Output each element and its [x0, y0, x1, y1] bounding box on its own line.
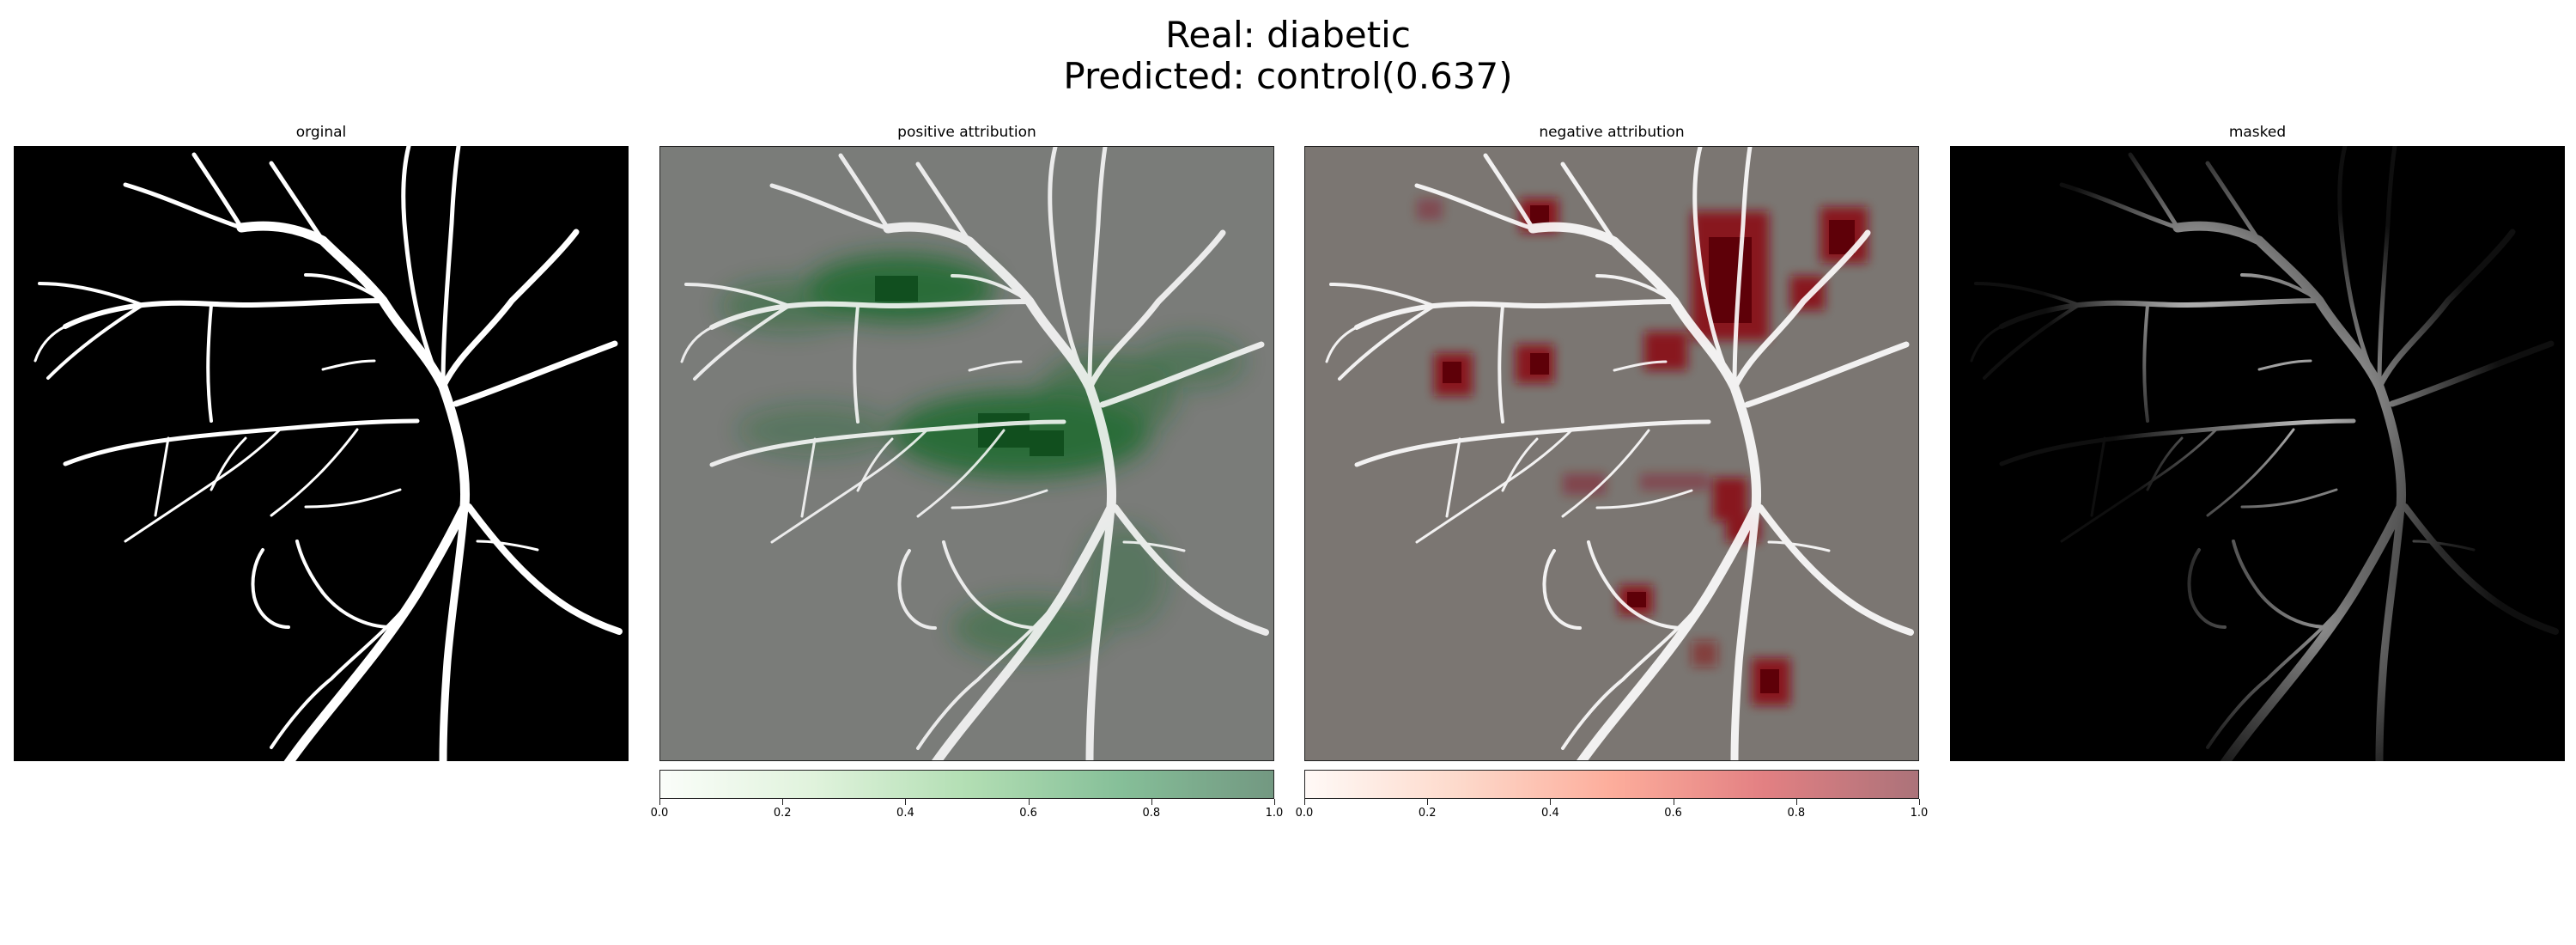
positive-colorbar-tick-label: 0.6: [1019, 807, 1037, 820]
negative-colorbar: [1304, 770, 1919, 799]
negative-colorbar-tick-label: 0.2: [1418, 807, 1437, 820]
masked-image: [1950, 146, 2565, 761]
positive-colorbar-tick-mark: [659, 799, 660, 805]
masked-image-panel: [1950, 146, 2565, 761]
positive-colorbar-tick-label: 1.0: [1265, 807, 1284, 820]
original-image: [14, 146, 629, 761]
positive-attribution-image: [660, 147, 1273, 760]
negative-colorbar-tick-label: 0.0: [1295, 807, 1314, 820]
negative-colorbar-tick-mark: [1919, 799, 1920, 805]
original-image-panel: [14, 146, 629, 761]
negative-colorbar-tick-mark: [1427, 799, 1429, 805]
positive-colorbar: [659, 770, 1274, 799]
positive-colorbar-tick-label: 0.0: [650, 807, 669, 820]
positive-colorbar-tick-label: 0.2: [773, 807, 792, 820]
positive-colorbar-tick-mark: [1274, 799, 1275, 805]
negative-attribution-panel: [1304, 146, 1919, 761]
panel-title-masked: masked: [2228, 124, 2287, 141]
panel-title-positive: positive attribution: [897, 124, 1036, 141]
negative-colorbar-tick-mark: [1550, 799, 1552, 805]
panel-title-original: orginal: [295, 124, 347, 141]
negative-colorbar-tick-mark: [1795, 799, 1797, 805]
positive-colorbar-tick-mark: [905, 799, 907, 805]
figure-title-predicted: Predicted: control(0.637): [1063, 55, 1513, 97]
negative-colorbar-tick-label: 1.0: [1910, 807, 1929, 820]
figure-title-real: Real: diabetic: [1165, 14, 1411, 56]
positive-attribution-panel: [659, 146, 1274, 761]
negative-attribution-image: [1305, 147, 1918, 760]
negative-colorbar-tick-label: 0.8: [1787, 807, 1806, 820]
panel-title-negative: negative attribution: [1539, 124, 1685, 141]
positive-colorbar-tick-mark: [782, 799, 784, 805]
negative-colorbar-tick-mark: [1304, 799, 1305, 805]
positive-colorbar-tick-mark: [1028, 799, 1030, 805]
positive-colorbar-tick-label: 0.4: [896, 807, 914, 820]
positive-colorbar-tick-label: 0.8: [1142, 807, 1161, 820]
positive-colorbar-tick-mark: [1151, 799, 1152, 805]
negative-colorbar-tick-label: 0.6: [1664, 807, 1682, 820]
negative-colorbar-tick-label: 0.4: [1541, 807, 1559, 820]
